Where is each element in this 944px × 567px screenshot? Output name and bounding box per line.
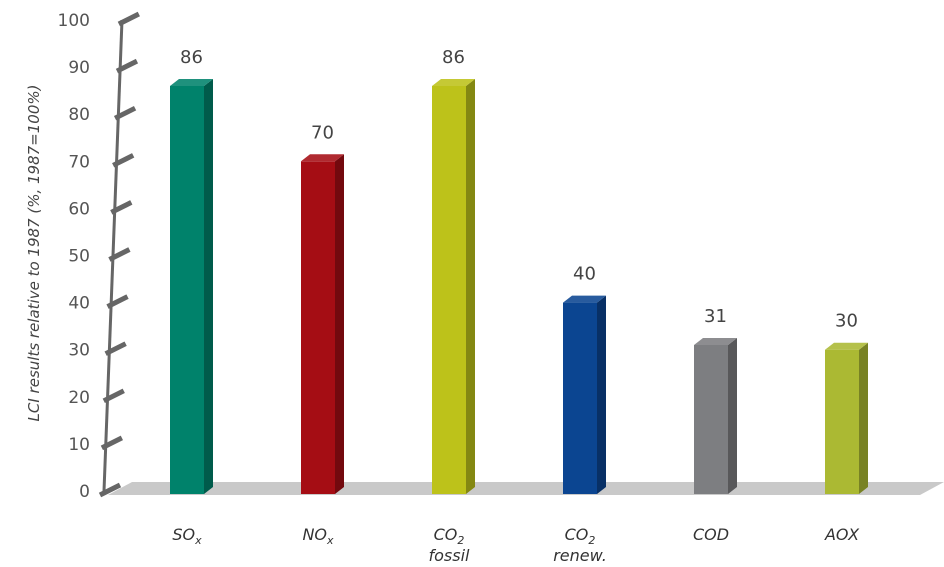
- bar-side: [204, 78, 213, 494]
- y-tick-label: 20: [68, 388, 90, 408]
- y-tick: [113, 105, 137, 121]
- bar-front: [694, 344, 728, 494]
- bar-top: [825, 342, 868, 350]
- category-label: CO2: [565, 525, 596, 547]
- y-tick-label: 80: [68, 105, 90, 125]
- bar-front: [432, 85, 466, 494]
- y-tick-label: 70: [68, 152, 90, 172]
- bar-top: [170, 78, 213, 86]
- y-axis-label: LCI results relative to 1987 (%, 1987=10…: [25, 85, 43, 422]
- value-label: 30: [835, 311, 858, 332]
- bar-top: [301, 154, 344, 162]
- category-label: COD: [693, 525, 729, 544]
- value-label: 86: [180, 47, 203, 68]
- bar-front: [170, 85, 204, 494]
- bar-side: [728, 337, 737, 494]
- bar-side: [335, 154, 344, 495]
- value-label: 86: [442, 47, 465, 68]
- y-tick-label: 50: [68, 247, 90, 267]
- bar-top: [694, 337, 737, 345]
- y-tick: [98, 482, 122, 498]
- bar: [694, 337, 737, 494]
- y-tick-label: 60: [68, 199, 90, 219]
- y-tick: [115, 58, 139, 74]
- bar-front: [301, 161, 335, 495]
- y-tick-label: 0: [79, 482, 90, 502]
- y-tick: [102, 388, 125, 404]
- bar-side: [466, 78, 475, 494]
- y-tick-label: 100: [58, 11, 90, 31]
- value-label: 31: [704, 306, 727, 327]
- value-label: 40: [573, 264, 596, 285]
- y-tick: [108, 247, 131, 262]
- bar: [432, 78, 475, 494]
- value-label: 70: [311, 122, 334, 143]
- category-label-line2: fossil: [429, 546, 471, 565]
- y-axis: 0 10 20 30 40 50 60 70 80 90 100: [58, 11, 140, 502]
- y-tick-label: 30: [68, 341, 90, 361]
- bar: [170, 78, 213, 494]
- y-tick-label: 10: [68, 435, 90, 455]
- category-label: AOX: [824, 525, 860, 544]
- category-label: CO2: [434, 525, 465, 547]
- bar: [563, 295, 606, 494]
- category-label-line2: renew.: [553, 546, 607, 565]
- y-tick: [104, 341, 127, 356]
- bar: [301, 154, 344, 495]
- y-tick: [100, 435, 124, 451]
- y-tick-label: 90: [68, 58, 90, 78]
- bar-front: [825, 349, 859, 494]
- bar-side: [597, 295, 606, 494]
- bars: [170, 78, 868, 495]
- bar-front: [563, 302, 597, 494]
- bar-top: [563, 295, 606, 303]
- category-label: NOx: [302, 525, 334, 547]
- category-label: SOx: [172, 525, 202, 547]
- bar-top: [432, 78, 475, 86]
- y-tick: [117, 11, 140, 27]
- chart-floor: [108, 482, 944, 495]
- y-tick: [110, 200, 133, 215]
- y-tick: [106, 294, 129, 309]
- bar-side: [859, 342, 868, 494]
- value-labels: 86 70 86 40 31 30: [180, 47, 858, 332]
- y-tick-label: 40: [68, 294, 90, 314]
- bar: [825, 342, 868, 494]
- y-tick: [112, 153, 135, 168]
- floor-plane: [108, 482, 944, 495]
